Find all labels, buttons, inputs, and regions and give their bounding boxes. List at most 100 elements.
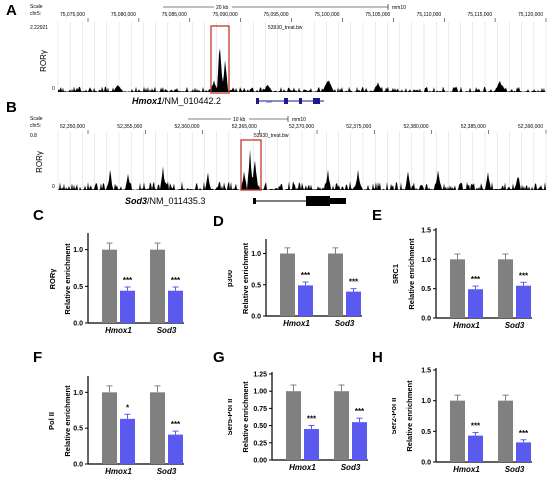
coordinate-label: 52,355,000 bbox=[117, 124, 142, 130]
coordinate-label: 75,095,000 bbox=[264, 12, 289, 18]
y-tick-label: 1.00 bbox=[253, 389, 267, 396]
category-label: Sod3 bbox=[335, 319, 355, 328]
track-b-coordinate-ruler: 52,350,000 52,355,000 52,360,000 52,365,000… bbox=[60, 124, 547, 134]
coordinate-label: 75,115,000 bbox=[467, 12, 492, 18]
track-a-chr-label: chr5: bbox=[30, 11, 41, 17]
track-b-gene-exon bbox=[306, 196, 330, 206]
y-axis-label: Relative enrichment bbox=[241, 381, 250, 453]
panel-letter-b: B bbox=[6, 99, 17, 116]
panel-letter-d: D bbox=[213, 213, 224, 230]
coordinate-label: 52,360,000 bbox=[174, 124, 199, 130]
bar bbox=[298, 285, 313, 316]
y-tick-label: 0.5 bbox=[421, 429, 431, 436]
y-axis-label: Relative enrichment bbox=[241, 242, 250, 314]
track-a-gridlines bbox=[57, 22, 547, 93]
track-b-track-name: 53930_treat.bw bbox=[254, 133, 289, 139]
bar bbox=[352, 422, 367, 460]
coordinate-label: 52,365,000 bbox=[232, 124, 257, 130]
panel-letter-g: G bbox=[213, 349, 225, 366]
category-label: Sod3 bbox=[157, 467, 177, 476]
y-tick-label: 0.5 bbox=[251, 282, 261, 289]
bar bbox=[168, 290, 183, 323]
significance-stars: *** bbox=[471, 422, 481, 431]
bar bbox=[516, 442, 531, 462]
coordinate-label: 75,080,000 bbox=[111, 12, 136, 18]
track-a-track-name: 53930_treat.bw bbox=[268, 25, 303, 31]
track-a-assembly: mm10 bbox=[392, 5, 406, 11]
bar bbox=[102, 249, 117, 323]
coordinate-label: 75,110,000 bbox=[417, 12, 442, 18]
track-b-assembly: mm10 bbox=[292, 117, 306, 123]
track-b-ylabel: RORγ bbox=[35, 151, 44, 173]
coordinate-label: 52,385,000 bbox=[461, 124, 486, 130]
significance-stars: *** bbox=[471, 275, 481, 284]
y-tick-label: 1.0 bbox=[421, 257, 431, 264]
track-a-scale-text: 20 kb bbox=[216, 5, 228, 11]
significance-stars: *** bbox=[307, 414, 317, 423]
significance-stars: *** bbox=[123, 276, 133, 285]
coordinate-label: 52,390,000 bbox=[518, 124, 543, 130]
significance-stars: *** bbox=[519, 271, 529, 280]
bar bbox=[304, 429, 319, 460]
significance-stars: *** bbox=[355, 407, 365, 416]
panel-letter-e: E bbox=[372, 207, 383, 224]
bar-chart-e: 0.0 0.5 1.0 1.5 Relative enrichment SRC1 *** Hm… bbox=[392, 228, 532, 330]
track-b-gene-exon bbox=[330, 198, 346, 204]
bar bbox=[516, 285, 531, 318]
y-axis-label: Relative enrichment bbox=[63, 385, 72, 457]
y-tick-label: 0.0 bbox=[73, 321, 83, 328]
bar bbox=[450, 259, 465, 318]
track-b-ymin: 0 bbox=[52, 184, 55, 190]
coordinate-label: 75,105,000 bbox=[365, 12, 390, 18]
category-label: Sod3 bbox=[157, 326, 177, 335]
protein-label: SRC1 bbox=[392, 264, 400, 284]
y-tick-label: 0.5 bbox=[73, 426, 83, 433]
y-tick-label: 0.0 bbox=[421, 460, 431, 467]
y-axis-label: Relative enrichment bbox=[63, 243, 72, 315]
y-tick-label: 0.50 bbox=[253, 423, 267, 430]
track-b-gridlines bbox=[57, 132, 547, 190]
track-a-ylabel: RORγ bbox=[39, 50, 48, 72]
genome-track-a: Scale chr5: 20 kb mm10 75,075,000 75,080,… bbox=[30, 4, 547, 106]
bar bbox=[468, 435, 483, 462]
protein-label: Ser2-Pol II bbox=[392, 398, 398, 435]
bar bbox=[102, 392, 117, 464]
significance-stars: *** bbox=[519, 429, 529, 438]
coordinate-label: 75,085,000 bbox=[162, 12, 187, 18]
y-tick-label: 0.0 bbox=[251, 314, 261, 321]
track-b-gene-exon bbox=[253, 198, 256, 204]
bar bbox=[334, 391, 349, 460]
coordinate-label: 52,350,000 bbox=[60, 124, 85, 130]
y-tick-label: 1.25 bbox=[253, 372, 267, 379]
category-label: Hmox1 bbox=[453, 465, 480, 474]
track-b-scale-text: 10 kb bbox=[233, 117, 245, 123]
panel-letter-h: H bbox=[372, 349, 383, 366]
coordinate-label: 52,380,000 bbox=[403, 124, 428, 130]
y-axis-label: Relative enrichment bbox=[405, 380, 414, 452]
track-a-strand-arrow: >> bbox=[266, 100, 272, 106]
category-label: Hmox1 bbox=[453, 321, 480, 330]
track-a-signal bbox=[58, 48, 546, 92]
y-tick-label: 0.0 bbox=[421, 316, 431, 323]
category-label: Hmox1 bbox=[283, 319, 310, 328]
y-tick-label: 0.00 bbox=[253, 458, 267, 465]
significance-stars: *** bbox=[171, 276, 181, 285]
track-b-highlight-box bbox=[240, 139, 262, 191]
y-tick-label: 0.5 bbox=[73, 284, 83, 291]
panel-letter-c: C bbox=[33, 207, 44, 224]
bar bbox=[498, 400, 513, 462]
y-tick-label: 1.0 bbox=[421, 398, 431, 405]
y-tick-label: 0.0 bbox=[73, 462, 83, 469]
bar bbox=[150, 392, 165, 464]
y-tick-label: 1.0 bbox=[251, 251, 261, 258]
bar bbox=[450, 400, 465, 462]
track-a-gene-label: Hmox1/NM_010442.2 bbox=[132, 96, 221, 106]
track-a-gene-exon bbox=[256, 98, 259, 104]
protein-label: Pol II bbox=[48, 412, 56, 430]
bar-chart-h: 0.0 0.5 1.0 1.5 Relative enrichment Ser2-Pol … bbox=[392, 368, 532, 474]
coordinate-label: 52,370,000 bbox=[289, 124, 314, 130]
bar bbox=[498, 259, 513, 318]
panel-letter-f: F bbox=[33, 349, 43, 366]
coordinate-label: 75,090,000 bbox=[213, 12, 238, 18]
